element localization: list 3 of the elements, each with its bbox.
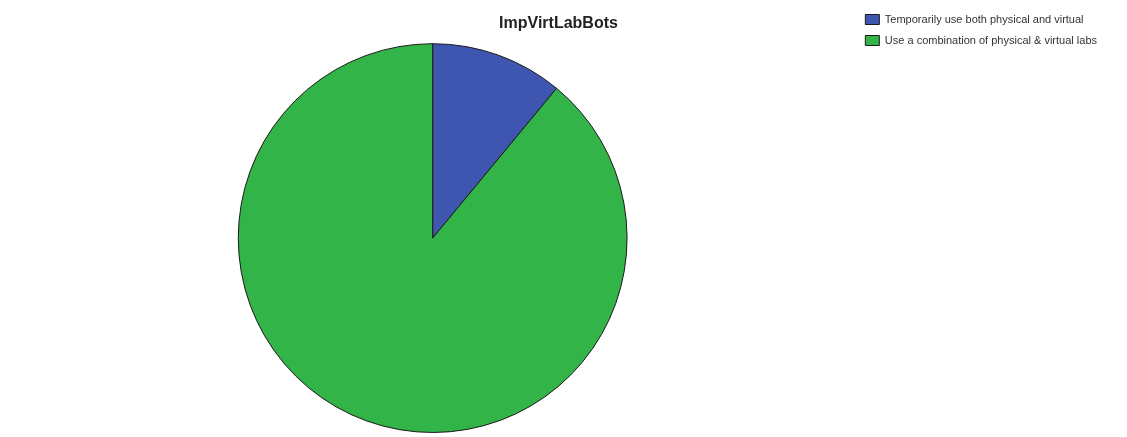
- legend-label: Use a combination of physical & virtual labs: [884, 33, 1098, 46]
- chart-title: ImpVirtLabBots: [499, 14, 619, 32]
- legend-label: Temporarily use both physical and virtual: [884, 12, 1084, 25]
